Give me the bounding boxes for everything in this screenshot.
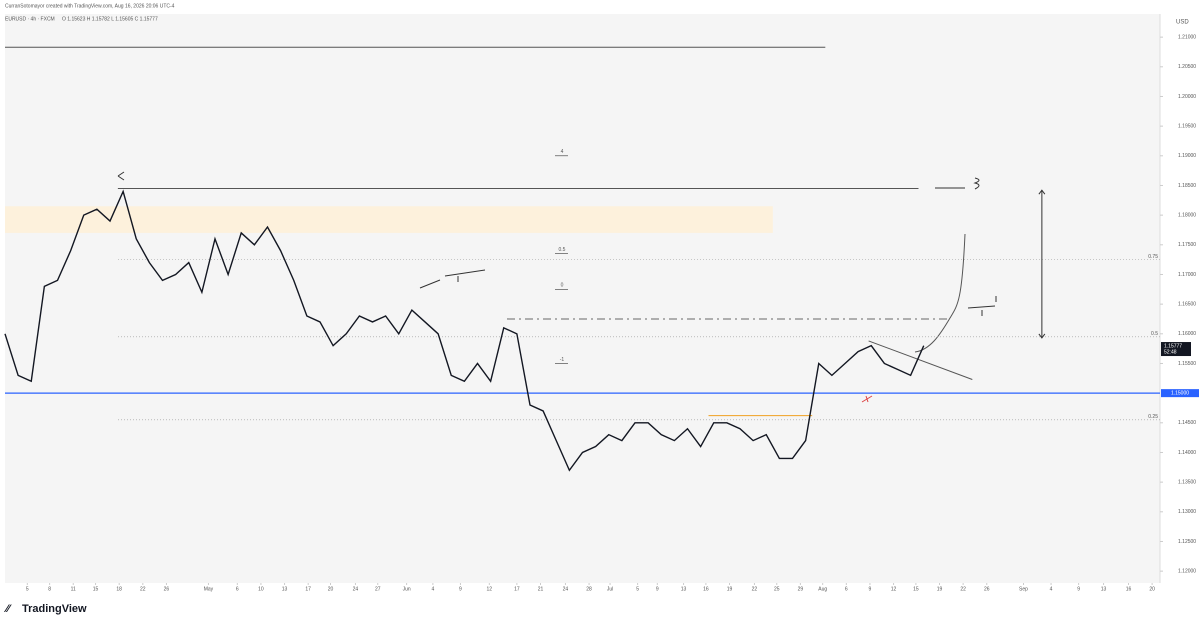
fib-label: 0.25: [1148, 414, 1158, 420]
x-tick-label: Jul: [607, 586, 613, 592]
x-tick-label: 6: [845, 586, 848, 592]
x-tick-label: 6: [236, 586, 239, 592]
y-tick-label: 1.15500: [1178, 361, 1196, 367]
x-tick-label: 26: [164, 586, 170, 592]
x-tick-label: 24: [353, 586, 359, 592]
x-tick-label: 16: [703, 586, 709, 592]
x-tick-label: 15: [913, 586, 919, 592]
y-tick-label: 1.21000: [1178, 34, 1196, 40]
last-price-tag: [1161, 342, 1191, 357]
countdown: 52:48: [1164, 349, 1177, 355]
last-price-label: 1.15777: [1164, 343, 1182, 349]
scribble: [967, 296, 997, 316]
key-level-label: 1.15000: [1171, 390, 1189, 396]
y-tick-label: 1.12500: [1178, 539, 1196, 545]
y-tick-label: 1.17000: [1178, 272, 1196, 278]
x-tick-label: Aug: [818, 586, 827, 592]
x-tick-label: 29: [798, 586, 804, 592]
x-tick-label: 17: [514, 586, 520, 592]
scribble: [117, 171, 125, 181]
x-tick-label: 11: [71, 586, 76, 592]
projection-label: 0: [561, 283, 564, 289]
x-tick-label: 27: [375, 586, 381, 592]
projection-label: -1: [560, 357, 565, 363]
arrow-head: [1038, 189, 1046, 339]
x-tick-label: Sep: [1019, 586, 1028, 592]
y-tick-label: 1.13500: [1178, 479, 1196, 485]
x-tick-label: 25: [774, 586, 780, 592]
x-tick-label: 21: [538, 586, 544, 592]
x-tick-label: 12: [487, 586, 493, 592]
projection-path: [914, 233, 966, 353]
x-tick-label: 9: [1077, 586, 1080, 592]
x-tick-label: 22: [752, 586, 758, 592]
y-tick-label: 1.16000: [1178, 331, 1196, 337]
currency: USD: [1176, 20, 1189, 26]
key-level-tag: [1161, 389, 1199, 398]
y-tick-label: 1.18000: [1178, 212, 1196, 218]
x-tick-label: 10: [258, 586, 264, 592]
y-tick-label: 1.14000: [1178, 450, 1196, 456]
scribble: [861, 395, 873, 403]
x-tick-label: 17: [305, 586, 311, 592]
y-tick-label: 1.19000: [1178, 153, 1196, 159]
x-tick-label: 20: [1149, 586, 1155, 592]
y-tick-label: 1.17500: [1178, 242, 1196, 248]
x-tick-label: 5: [26, 586, 29, 592]
y-tick-label: 1.12000: [1178, 568, 1196, 574]
x-tick-label: 19: [727, 586, 733, 592]
symbol: EURUSD · 4h · FXCM: [5, 16, 55, 22]
scribble: [935, 177, 980, 190]
logo-icon: ⁄⁄: [3, 603, 12, 615]
x-tick-label: May: [204, 586, 214, 592]
x-tick-label: 28: [586, 586, 592, 592]
y-tick-label: 1.20000: [1178, 94, 1196, 100]
x-tick-label: 13: [681, 586, 687, 592]
x-tick-label: 9: [869, 586, 872, 592]
ohlc: O 1.15623 H 1.15782 L 1.15605 C 1.15777: [62, 16, 158, 22]
y-tick-label: 1.16500: [1178, 301, 1196, 307]
supply-zone: [5, 206, 773, 233]
x-tick-label: 9: [656, 586, 659, 592]
x-tick-label: 16: [1126, 586, 1132, 592]
x-tick-label: 22: [960, 586, 966, 592]
x-tick-label: 5: [636, 586, 639, 592]
x-tick-label: 15: [93, 586, 99, 592]
x-tick-label: 4: [1050, 586, 1053, 592]
y-tick-label: 1.19500: [1178, 123, 1196, 129]
x-tick-label: Jun: [403, 586, 411, 592]
logo: TradingView: [22, 603, 87, 615]
scribble: [419, 269, 486, 289]
credit: CurranSotomayor created with TradingView…: [5, 3, 175, 9]
x-tick-label: 8: [48, 586, 51, 592]
price-line: [4, 189, 925, 472]
x-tick-label: 26: [984, 586, 990, 592]
x-tick-label: 24: [563, 586, 569, 592]
fib-label: 0.5: [1151, 331, 1158, 337]
x-tick-label: 9: [459, 586, 462, 592]
x-tick-label: 19: [937, 586, 943, 592]
x-tick-label: 13: [282, 586, 288, 592]
y-tick-label: 1.14500: [1178, 420, 1196, 426]
x-tick-label: 20: [328, 586, 334, 592]
x-tick-label: 13: [1101, 586, 1107, 592]
y-tick-label: 1.20500: [1178, 64, 1196, 70]
projection-label: 0.5: [559, 247, 566, 253]
x-tick-label: 18: [116, 586, 122, 592]
drawn-line: [868, 340, 973, 380]
x-tick-label: 4: [431, 586, 434, 592]
x-tick-label: 12: [891, 586, 897, 592]
x-tick-label: 22: [140, 586, 146, 592]
fib-label: 0.75: [1148, 254, 1158, 260]
plot-area: [5, 14, 1160, 583]
y-tick-label: 1.18500: [1178, 183, 1196, 189]
y-tick-label: 1.13000: [1178, 509, 1196, 515]
projection-label: 4: [561, 149, 564, 155]
